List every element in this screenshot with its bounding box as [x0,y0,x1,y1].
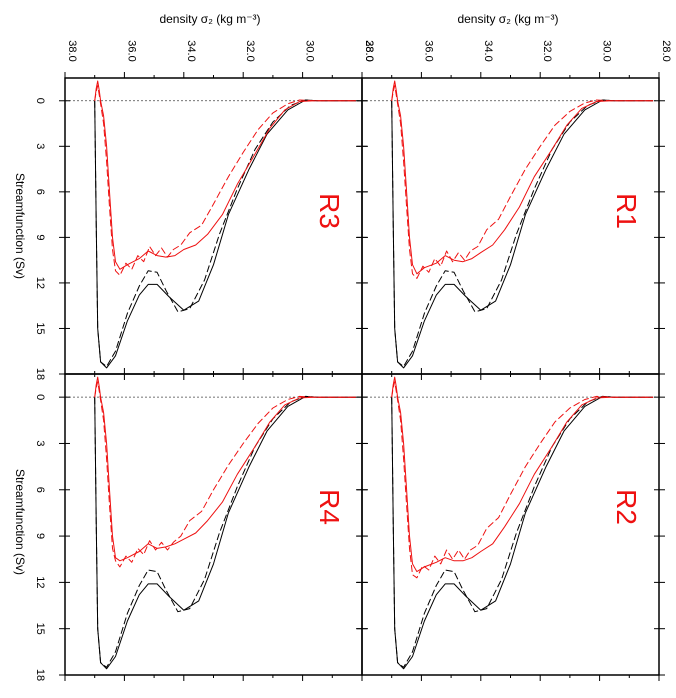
x-tick-label: 32.0 [541,40,553,61]
series-line-red-dashed [94,85,357,276]
x-axis-title-left: density σ₂ (kg m⁻³) [159,12,260,26]
panel-label: R2 [611,489,642,525]
x-tick-label: 36.0 [422,40,434,61]
series-line-black-dashed [391,99,654,367]
x-axis-title-right: density σ₂ (kg m⁻³) [457,12,558,26]
panel-r3: 38.0 36.0 34.0 32.0 30.0 28.0 0 3 6 9 12 15 18 R3 [34,40,375,380]
panel-r2: R2 [356,368,665,681]
y-tick-label: 15 [34,322,46,334]
series-line-red-dashed [391,85,654,279]
series-line-red-dashed [94,381,357,568]
x-tick-label: 28.0 [363,40,375,61]
series-line-red-solid [391,80,654,275]
y-tick-label: 0 [34,98,46,104]
series-line-black-dashed [94,99,357,367]
panel-r4: 0 3 6 9 12 15 18 R4 [34,368,368,681]
series-line-red-solid [94,376,357,562]
panel-r1: 38.0 36.0 34.0 32.0 30.0 28.0 R1 [356,40,672,380]
x-tick-label: 30.0 [601,40,613,61]
y-tick-label: 6 [34,189,46,195]
y-tick-label: 0 [34,394,46,400]
series-line-black-solid [391,395,654,670]
x-tick-label: 36.0 [125,40,137,61]
y-tick-label: 3 [34,143,46,149]
panel-label: R4 [314,489,345,525]
panel-label: R3 [314,193,345,229]
series-line-red-solid [391,376,654,573]
y-axis-title-top: Streamfunction (Sv) [13,173,27,279]
y-tick-label: 9 [34,234,46,240]
panels-layer: 38.0 36.0 34.0 32.0 30.0 28.00369121518R338.0… [34,40,672,681]
x-tick-label: 38.0 [66,40,78,61]
y-axis-title-bottom: Streamfunction (Sv) [13,469,27,575]
x-tick-label: 34.0 [185,40,197,61]
y-tick-label: 3 [34,440,46,446]
series-line-black-solid [94,99,357,369]
y-tick-label: 12 [34,277,46,289]
x-tick-label: 32.0 [244,40,256,61]
y-tick-label: 6 [34,487,46,493]
y-tick-label: 12 [34,576,46,588]
x-tick-label: 28.0 [660,40,672,61]
panel-label: R1 [611,193,642,229]
x-tick-label: 38.0 [363,40,375,61]
y-tick-label: 18 [34,368,46,380]
y-tick-label: 15 [34,623,46,635]
x-tick-label: 34.0 [482,40,494,61]
series-line-black-dashed [391,395,654,668]
y-tick-label: 18 [34,669,46,681]
series-line-black-solid [94,395,357,670]
y-tick-label: 9 [34,533,46,539]
series-line-black-dashed [94,395,357,668]
x-tick-label: 30.0 [304,40,316,61]
series-line-red-dashed [391,381,654,579]
series-line-black-solid [391,99,654,369]
series-line-red-solid [94,80,357,270]
